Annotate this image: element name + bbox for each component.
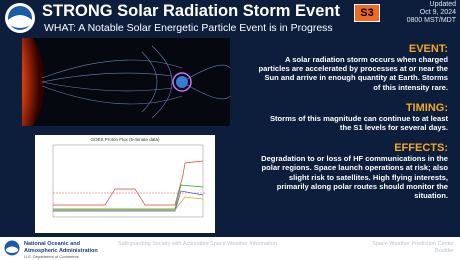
proton-flux-plot: GOES Proton Flux (5-minute data) (35, 135, 215, 233)
sun-earth-illustration (22, 38, 230, 126)
section-text: Storms of this magnitude can continue to… (269, 113, 448, 133)
subtitle: WHAT: A Notable Solar Energetic Particle… (44, 22, 333, 34)
footer-dept: U.S. Department of Commerce (24, 254, 79, 259)
plot-caption: GOES Proton Flux (5-minute data) (90, 137, 160, 142)
time: 0800 MST/MDT (406, 17, 456, 24)
noaa-footer-logo (4, 240, 20, 256)
section-heading: TIMING: (405, 101, 448, 114)
scale-badge: S3 (354, 4, 380, 22)
updated: Updated Oct 9, 2024 0800 MST/MDT (386, 1, 456, 25)
date: Oct 9, 2024 (419, 9, 456, 16)
section-heading: EFFECTS: (394, 142, 448, 155)
info-column: EVENT: A solar radiation storm occurs whe… (258, 40, 448, 200)
section-text: A solar radiation storm occurs when char… (258, 55, 448, 92)
noaa-logo (5, 3, 35, 33)
footer-center: Space Weather Prediction Center (372, 241, 454, 247)
footer-city: Boulder (435, 248, 454, 254)
footer-motto: Safeguarding Society with Actionable Spa… (118, 241, 277, 247)
section-text: Degradation to or loss of HF communicati… (261, 154, 448, 201)
title: STRONG Solar Radiation Storm Event (42, 2, 340, 20)
updated-label: Updated (429, 1, 456, 8)
section-heading: EVENT: (408, 43, 448, 55)
footer: National Oceanic and Atmospheric Adminis… (0, 237, 460, 260)
footer-org: National Oceanic and Atmospheric Adminis… (24, 241, 98, 254)
